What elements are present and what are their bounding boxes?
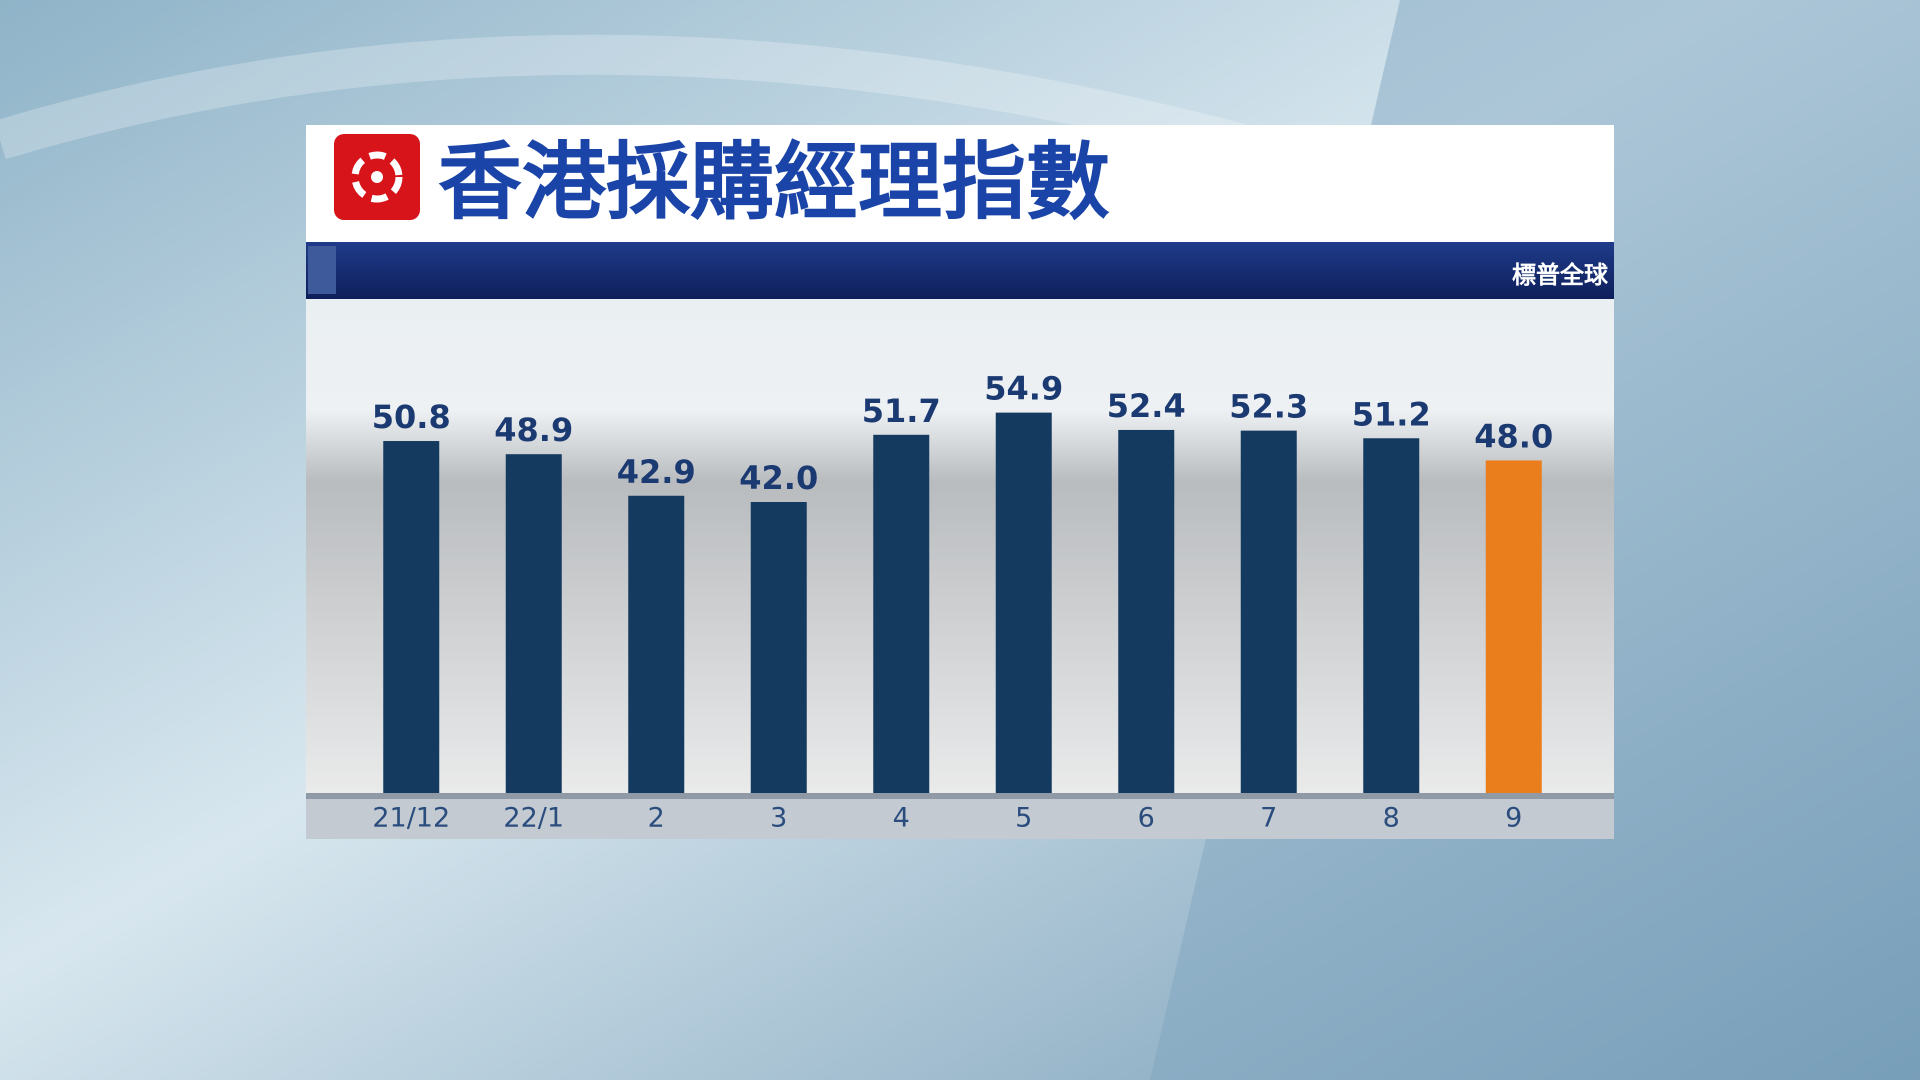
value-label: 52.3 <box>1229 388 1308 426</box>
x-tick-label: 9 <box>1505 803 1522 834</box>
x-tick-label: 21/12 <box>372 803 450 834</box>
value-label: 50.8 <box>372 398 451 436</box>
x-tick-label: 7 <box>1260 803 1277 834</box>
bar <box>995 412 1052 793</box>
x-tick-label: 22/1 <box>503 803 564 834</box>
x-tick-label: 2 <box>648 803 665 834</box>
axis-line <box>306 793 1614 799</box>
bar <box>750 502 807 793</box>
bar <box>628 495 685 793</box>
flag-icon <box>334 134 420 220</box>
value-label: 54.9 <box>984 370 1063 408</box>
bar <box>873 434 930 793</box>
source: 標普全球 <box>1512 261 1609 289</box>
chart-title: 香港採購經理指數 <box>438 133 1110 231</box>
title-bar <box>306 125 1614 242</box>
bar <box>505 454 562 793</box>
value-label: 51.2 <box>1352 395 1431 433</box>
bar <box>383 441 440 793</box>
x-tick-label: 4 <box>893 803 910 834</box>
x-tick-label: 3 <box>770 803 787 834</box>
x-tick-label: 5 <box>1015 803 1032 834</box>
background-arc <box>0 34 1306 180</box>
value-label: 52.4 <box>1107 387 1186 425</box>
value-label: 42.0 <box>739 459 818 497</box>
band-accent <box>308 246 336 294</box>
value-label: 48.9 <box>494 411 573 449</box>
bar <box>1485 460 1542 793</box>
x-tick-label: 8 <box>1383 803 1400 834</box>
subtitle-band <box>306 242 1614 299</box>
value-label: 51.7 <box>862 392 941 430</box>
bar <box>1240 430 1297 793</box>
bar <box>1363 438 1420 793</box>
value-label: 42.9 <box>617 453 696 491</box>
value-label: 48.0 <box>1474 417 1553 455</box>
axis-strip <box>306 793 1614 839</box>
x-tick-label: 6 <box>1138 803 1155 834</box>
bar <box>1118 429 1175 793</box>
